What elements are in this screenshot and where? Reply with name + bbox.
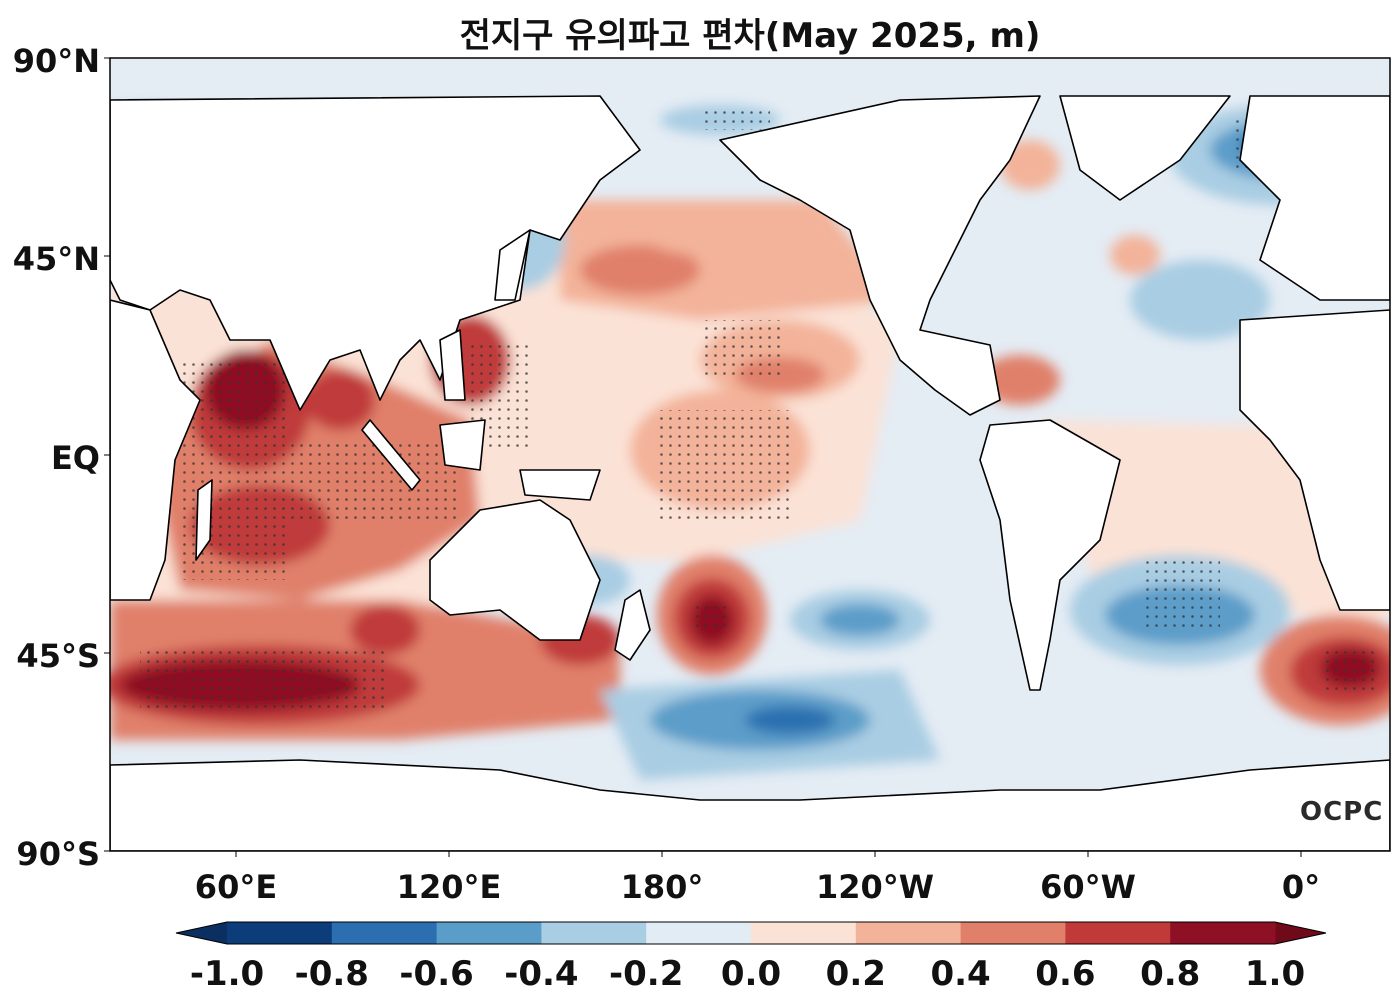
colorbar-segment [331,922,438,944]
japan [494,229,531,301]
colorbar-segment [436,922,542,944]
colorbar-extend-high [1275,922,1326,944]
map-title: 전지구 유의파고 편차(May 2025, m) [459,16,1041,56]
new-zealand [614,589,651,661]
colorbar-tick-label: -0.6 [399,954,473,994]
y-tick-label: EQ [51,439,100,477]
africa-east [110,299,201,601]
ocpc-logo: OCPC [1300,797,1384,827]
colorbar-tick-label: -0.2 [609,954,683,994]
x-tick-label: 60°W [1040,868,1136,906]
colorbar-extend-low [176,922,227,944]
borneo [439,419,486,471]
new-guinea [519,469,601,501]
colorbar-tick-label: -0.8 [295,954,369,994]
x-tick-label: 60°E [195,868,277,906]
colorbar-tick-label: -0.4 [504,954,578,994]
colorbar: -1.0 -0.8 -0.6 -0.4 -0.2 0.0 0.2 0.4 0.6 0.8 1.0 [175,921,1327,994]
colorbar-segment [541,922,647,944]
colorbar-segment [1065,922,1171,944]
sumatra [361,419,421,491]
madagascar [195,479,213,561]
philippines [439,329,466,401]
y-axis: 90°N 45°N EQ 45°S 90°S [13,42,110,873]
x-tick-label: 0° [1282,868,1320,906]
x-tick-label: 120°E [397,868,502,906]
colorbar-tick-label: 0.4 [930,954,990,994]
x-axis: 60°E 120°E 180° 120°W 60°W 0° [195,851,1320,906]
y-tick-label: 45°S [16,637,100,675]
australia [429,499,601,641]
africa-west [1239,309,1390,611]
colorbar-segment [646,922,752,944]
colorbar-segment [960,922,1066,944]
colorbar-tick-label: 0.8 [1140,954,1200,994]
colorbar-segment [855,922,962,944]
eurasia [110,95,641,411]
colorbar-tick-label: 0.6 [1035,954,1095,994]
x-tick-label: 180° [621,868,704,906]
y-tick-label: 90°S [16,835,100,873]
y-tick-label: 90°N [13,42,100,80]
south-america [979,419,1121,691]
greenland [1059,95,1231,201]
europe [1239,95,1390,301]
antarctica [110,759,1390,851]
colorbar-tick-label: 0.0 [721,954,781,994]
y-tick-label: 45°N [13,240,100,278]
colorbar-tick-label: 0.2 [826,954,886,994]
colorbar-segment [227,922,333,944]
colorbar-tick-label: -1.0 [190,954,264,994]
land-masses [110,95,1390,851]
x-tick-label: 120°W [816,868,934,906]
colorbar-segment [1170,922,1276,944]
colorbar-segment [751,922,857,944]
north-america [719,95,1041,416]
colorbar-tick-label: 1.0 [1245,954,1305,994]
